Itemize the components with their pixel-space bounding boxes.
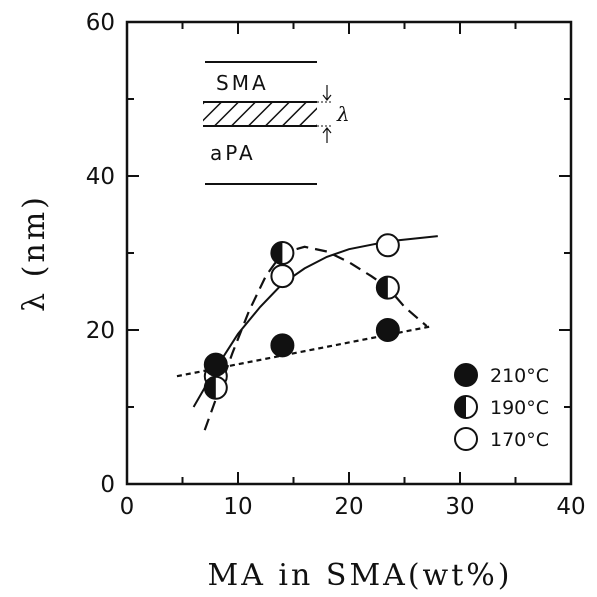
legend-marker-210 (454, 363, 478, 387)
data-point-filled-circle (203, 352, 228, 377)
inset-top-label: SMA (216, 71, 269, 95)
inset-arrow-up (322, 127, 332, 143)
fit-curve-170 (192, 235, 438, 408)
y-tick-label: 0 (100, 472, 115, 498)
data-point-filled-circle (270, 333, 295, 358)
y-tick-label: 60 (86, 10, 115, 36)
data-point-open-circle (270, 264, 295, 289)
x-tick-label: 30 (445, 494, 474, 520)
legend-label-170: 170°C (490, 429, 549, 451)
data-point-open-circle (375, 233, 400, 258)
inset-schematic: SMA λ aPA (203, 61, 353, 185)
legend: 210°C 190°C 170°C (454, 363, 549, 451)
x-tick-label: 20 (334, 494, 363, 520)
y-tick-label: 20 (86, 318, 115, 344)
data-markers (203, 233, 400, 400)
legend-marker-190 (454, 395, 478, 419)
inset-bottom-label: aPA (210, 141, 256, 165)
x-axis-title: MA in SMA(wt%) (208, 558, 513, 593)
inset-thickness-label: λ (336, 102, 353, 126)
inset-arrow-down (322, 85, 332, 101)
data-point-filled-circle (375, 318, 400, 342)
axis-ticks (126, 21, 572, 485)
y-axis-title: λ (nm) (17, 194, 52, 312)
data-point-half-filled-circle (203, 375, 228, 400)
x-tick-label: 0 (120, 494, 135, 520)
tick-labels: 0 10 20 30 40 0 20 40 60 (86, 10, 586, 520)
y-tick-label: 40 (86, 164, 115, 190)
legend-label-210: 210°C (490, 365, 549, 387)
data-point-half-filled-circle (375, 275, 400, 300)
x-tick-label: 40 (556, 494, 585, 520)
legend-label-190: 190°C (490, 397, 549, 419)
inset-hatched-layer (203, 102, 317, 126)
data-point-half-filled-circle (270, 241, 295, 265)
x-tick-label: 10 (223, 494, 252, 520)
legend-marker-170 (454, 427, 478, 451)
